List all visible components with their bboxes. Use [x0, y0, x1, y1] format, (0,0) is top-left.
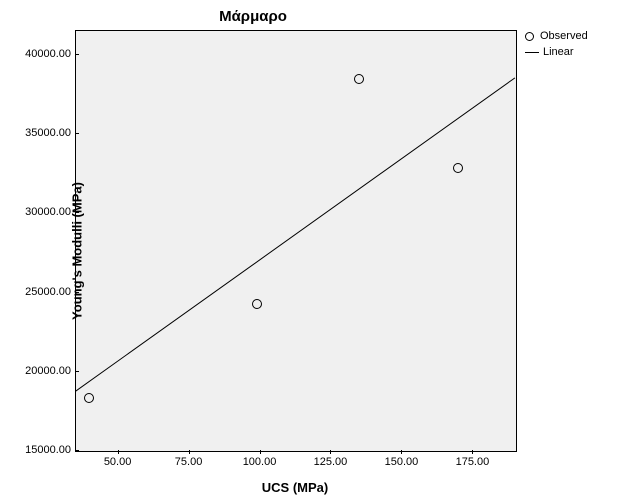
x-axis-label: UCS (MPa): [75, 480, 515, 495]
y-tick-label: 30000.00: [25, 206, 71, 218]
y-tick-label: 20000.00: [25, 365, 71, 377]
y-tick-label: 35000.00: [25, 127, 71, 139]
legend-item-linear: Linear: [525, 44, 588, 60]
circle-icon: [525, 32, 534, 41]
y-tick-mark: [75, 371, 79, 372]
x-tick-label: 75.00: [175, 456, 203, 468]
x-tick-label: 150.00: [385, 456, 419, 468]
y-tick-label: 40000.00: [25, 48, 71, 60]
legend-item-observed: Observed: [525, 28, 588, 44]
chart-title: Μάρμαρο: [0, 8, 566, 25]
y-axis-label: Young's Modulli (MPa): [69, 182, 84, 320]
plot-area: [75, 30, 517, 452]
x-tick-label: 50.00: [104, 456, 132, 468]
data-point: [252, 299, 262, 309]
y-tick-label: 25000.00: [25, 286, 71, 298]
y-tick-mark: [75, 450, 79, 451]
y-tick-mark: [75, 292, 79, 293]
data-point: [84, 393, 94, 403]
x-tick-mark: [260, 450, 261, 454]
data-point: [453, 163, 463, 173]
legend-label: Observed: [540, 30, 588, 42]
x-tick-mark: [401, 450, 402, 454]
x-tick-mark: [189, 450, 190, 454]
x-tick-mark: [330, 450, 331, 454]
y-tick-mark: [75, 133, 79, 134]
data-point: [354, 74, 364, 84]
x-tick-label: 100.00: [243, 456, 277, 468]
chart-container: Μάρμαρο Young's Modulli (MPa) UCS (MPa) …: [0, 0, 626, 501]
x-tick-label: 175.00: [456, 456, 490, 468]
x-tick-mark: [472, 450, 473, 454]
y-tick-label: 15000.00: [25, 444, 71, 456]
y-tick-mark: [75, 212, 79, 213]
line-icon: [525, 52, 539, 53]
legend: Observed Linear: [525, 28, 588, 60]
x-tick-mark: [118, 450, 119, 454]
legend-label: Linear: [543, 46, 574, 58]
y-tick-mark: [75, 54, 79, 55]
x-tick-label: 125.00: [314, 456, 348, 468]
